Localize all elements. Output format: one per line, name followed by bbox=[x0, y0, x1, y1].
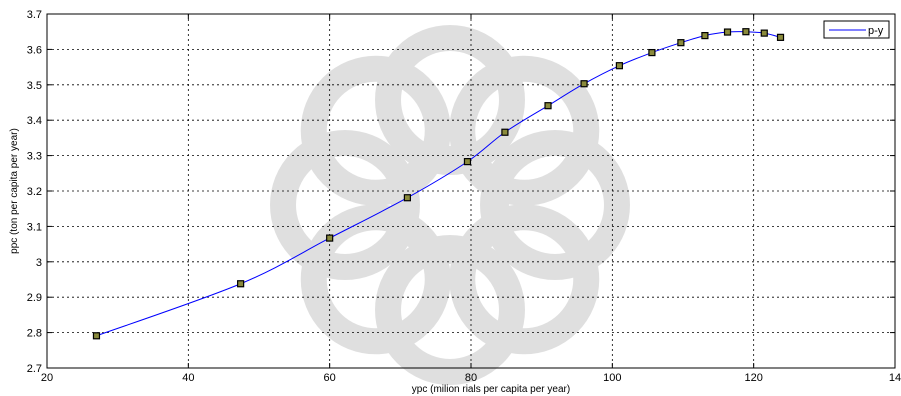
watermark-petal bbox=[270, 130, 420, 280]
data-point-marker bbox=[723, 28, 732, 36]
data-point-marker bbox=[92, 332, 101, 340]
legend-label: p-y bbox=[868, 25, 884, 37]
y-axis-label: ppc (ton per capita per year) bbox=[9, 128, 20, 254]
watermark-petal bbox=[375, 235, 525, 385]
watermark-petal bbox=[300, 55, 451, 206]
x-tick-label: 20 bbox=[41, 372, 53, 384]
axis-ticks: 20 40 60 80 100 120 14 2.7 2.8 2.9 3 3.1 3.2 3.3 3.4 3.… bbox=[27, 9, 901, 384]
watermark-center bbox=[391, 146, 509, 264]
data-point-marker bbox=[501, 128, 509, 136]
y-tick-label: 3 bbox=[36, 257, 42, 269]
watermark-petal bbox=[480, 130, 630, 280]
x-tick-label: 40 bbox=[182, 372, 194, 384]
data-point-marker bbox=[760, 29, 768, 37]
watermark-ornament bbox=[270, 25, 630, 385]
y-tick-label: 2.7 bbox=[27, 363, 42, 375]
watermark-petal bbox=[375, 25, 525, 175]
data-point-marker bbox=[742, 28, 750, 36]
y-tick-label: 2.9 bbox=[27, 292, 42, 304]
x-tick-label: 80 bbox=[465, 372, 477, 384]
data-point-marker bbox=[580, 80, 588, 88]
watermark-petal bbox=[449, 55, 600, 206]
data-point-marker bbox=[463, 158, 472, 166]
legend: p-y bbox=[823, 20, 890, 39]
y-tick-label: 3.1 bbox=[27, 221, 42, 233]
data-point-marker bbox=[403, 194, 411, 202]
y-tick-label: 3.6 bbox=[27, 44, 42, 56]
x-tick-label: 14 bbox=[889, 372, 901, 384]
data-point-marker bbox=[776, 33, 785, 41]
y-tick-label: 2.8 bbox=[27, 328, 42, 340]
watermark-petal bbox=[449, 204, 600, 355]
data-point-marker bbox=[677, 39, 685, 47]
watermark-petal bbox=[300, 204, 451, 355]
y-tick-label: 3.3 bbox=[27, 151, 42, 163]
data-point-marker bbox=[615, 62, 624, 70]
x-axis-label: ypc (milion rials per capita per year) bbox=[412, 384, 570, 395]
y-tick-label: 3.2 bbox=[27, 186, 42, 198]
data-point-marker bbox=[237, 280, 245, 288]
data-point-marker bbox=[326, 234, 334, 242]
x-tick-label: 100 bbox=[603, 372, 621, 384]
data-point-marker bbox=[648, 48, 656, 57]
y-tick-label: 3.7 bbox=[27, 9, 42, 21]
series-layer bbox=[92, 28, 785, 340]
y-tick-label: 3.4 bbox=[27, 115, 42, 127]
x-tick-label: 60 bbox=[324, 372, 336, 384]
grid-lines bbox=[47, 14, 895, 368]
y-tick-label: 3.5 bbox=[27, 80, 42, 92]
x-tick-label: 120 bbox=[744, 372, 762, 384]
data-point-marker bbox=[544, 102, 552, 110]
data-point-marker bbox=[701, 31, 709, 40]
